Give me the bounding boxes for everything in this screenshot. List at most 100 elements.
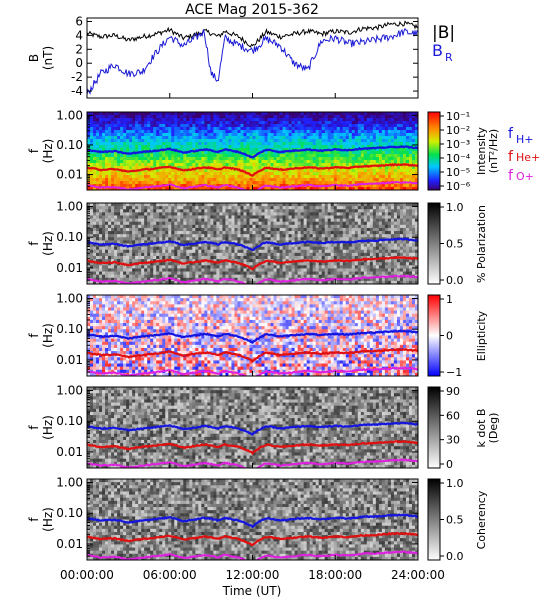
panel-intensity: 1.000.100.01f (Hz) [27,108,419,191]
heatmap-cell [195,234,199,238]
heatmap-cell [387,166,392,170]
heatmap-cell [120,221,124,226]
heatmap-cell [96,154,100,158]
heatmap-cell [174,218,178,222]
heatmap-cell [165,224,169,229]
heatmap-cell [99,112,103,116]
heatmap-cell [333,133,338,137]
heatmap-cell [138,277,142,282]
heatmap-cell [351,187,356,190]
heatmap-cell [153,221,157,226]
heatmap-cell [381,160,386,164]
heatmap-cell [87,246,91,251]
heatmap-cell [288,249,292,254]
heatmap-cell [213,206,217,210]
heatmap-cell [408,136,413,140]
heatmap-cell [339,181,344,185]
heatmap-cell [408,151,413,155]
heatmap-cell [135,255,139,260]
heatmap-cell [201,187,205,190]
heatmap-cell [258,271,262,275]
heatmap-cell [135,124,139,128]
heatmap-cell [315,209,319,213]
heatmap-cell [93,268,97,272]
heatmap-cell [288,206,292,210]
heatmap-cell [219,203,223,207]
heatmap-cell [402,187,407,190]
heatmap-cell [279,148,283,152]
heatmap-cell [132,271,136,275]
heatmap-cell [387,148,392,152]
heatmap-cell [120,166,124,170]
heatmap-cell [369,178,374,182]
heatmap-cell [306,139,310,143]
heatmap-cell [180,259,184,263]
heatmap-cell [96,240,100,244]
heatmap-cell [126,181,130,185]
heatmap-cell [327,154,332,158]
heatmap-cell [204,224,208,229]
heatmap-cell [285,145,289,149]
heatmap-cell [126,130,130,134]
heatmap-cell [141,265,145,269]
heatmap-cell [96,115,100,119]
heatmap-cell [198,127,202,131]
heatmap-cell [159,268,163,272]
heatmap-cell [138,160,142,164]
heatmap-cell [99,148,103,152]
heatmap-cell [261,265,265,269]
heatmap-cell [315,112,319,116]
heatmap-cell [222,209,226,213]
heatmap-cell [414,184,418,188]
heatmap-cell [231,221,235,226]
heatmap-cell [138,255,142,260]
heatmap-cell [219,221,223,226]
heatmap-cell [324,187,329,190]
heatmap-cell [261,262,265,266]
heatmap-cell [414,127,418,131]
heatmap-cell [318,142,323,146]
heatmap-cell [255,277,259,282]
heatmap-cell [390,139,395,143]
heatmap-cell [192,246,196,251]
heatmap-cell [171,136,175,140]
heatmap-cell [411,136,416,140]
heatmap-cell [219,166,223,170]
heatmap-cell [243,243,247,247]
heatmap-cell [285,121,289,125]
heatmap-cell [363,163,368,167]
heatmap-cell [150,145,154,149]
heatmap-cell [261,121,265,125]
heatmap-cell [282,203,286,207]
heatmap-cell [153,178,157,182]
heatmap-cell [87,169,91,173]
heatmap-cell [411,166,416,170]
heatmap-cell [249,209,253,213]
heatmap-cell [111,136,115,140]
heatmap-cell [90,178,94,182]
heatmap-cell [111,259,115,263]
heatmap-cell [174,172,178,176]
heatmap-cell [207,227,211,232]
heatmap-cell [210,252,214,257]
heatmap-cell [309,175,313,179]
heatmap-cell [288,271,292,275]
heatmap-cell [408,166,413,170]
heatmap-cell [408,184,413,188]
heatmap-cell [402,130,407,134]
heatmap-cell [240,130,244,134]
heatmap-cell [261,268,265,272]
heatmap-cell [207,163,211,167]
heatmap-cell [141,154,145,158]
heatmap-cell [177,274,181,279]
heatmap-cell [207,274,211,279]
heatmap-cell [339,154,344,158]
heatmap-cell [141,130,145,134]
heatmap-cell [114,154,118,158]
heatmap-cell [414,130,418,134]
heatmap-cell [138,148,142,152]
heatmap-cell [204,169,208,173]
heatmap-cell [276,133,280,137]
heatmap-cell [126,206,130,210]
heatmap-cell [261,178,265,182]
